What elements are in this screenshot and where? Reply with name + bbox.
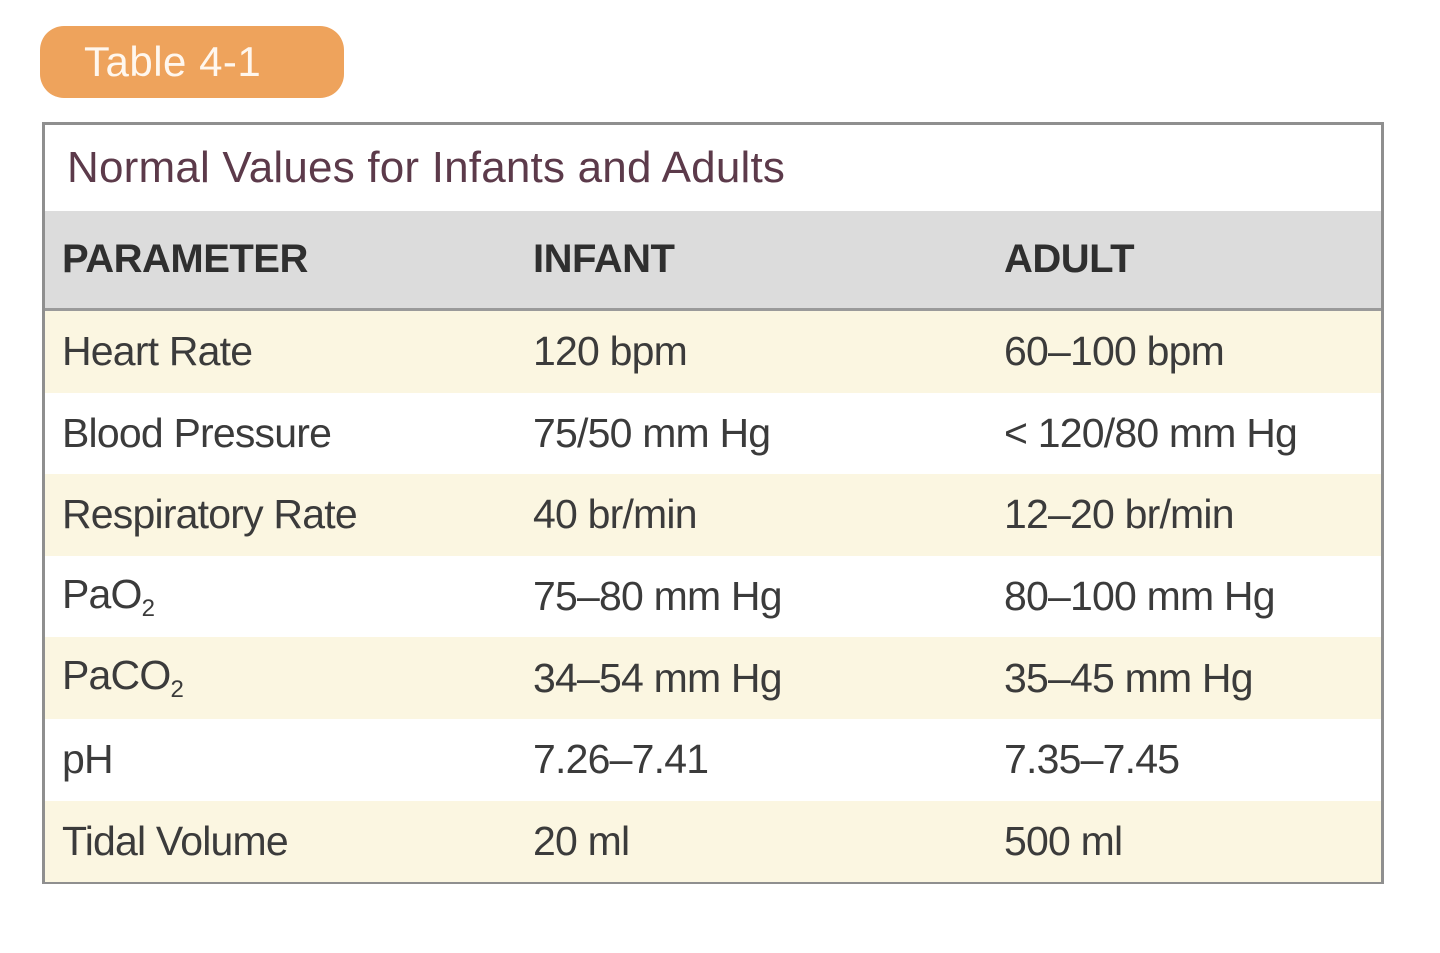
cell-parameter: Blood Pressure [62,409,332,456]
cell-parameter: Respiratory Rate [62,491,358,538]
cell-infant: 40 br/min [533,491,698,538]
cell-parameter: PaO2 [62,571,155,623]
cell-infant: 120 bpm [533,328,688,375]
cell-parameter-subscript: 2 [170,676,184,704]
cell-infant: 20 ml [533,817,630,864]
cell-adult: 80–100 mm Hg [1004,573,1276,620]
cell-parameter: Tidal Volume [62,817,289,864]
cell-infant: 7.26–7.41 [533,736,709,783]
cell-parameter-base: PaCO [62,652,171,699]
cell-parameter: PaCO2 [62,652,184,704]
cell-parameter: pH [62,736,114,783]
cell-infant: 34–54 mm Hg [533,654,783,701]
cell-parameter-base: PaO [62,570,142,617]
cell-adult: < 120/80 mm Hg [1004,409,1298,456]
cell-adult: 12–20 br/min [1004,491,1235,538]
header-infant: INFANT [533,237,675,281]
header-parameter: PARAMETER [62,237,308,281]
table-header-row: PARAMETER INFANT ADULT [45,211,1381,311]
table-row: pH 7.26–7.41 7.35–7.45 [45,718,1381,801]
cell-infant: 75/50 mm Hg [533,409,771,456]
values-table: Normal Values for Infants and Adults PAR… [42,122,1384,884]
table-caption-text: Normal Values for Infants and Adults [67,143,786,192]
cell-infant: 75–80 mm Hg [533,573,783,620]
table-row: PaO2 75–80 mm Hg 80–100 mm Hg [45,555,1381,638]
table-row: PaCO2 34–54 mm Hg 35–45 mm Hg [45,637,1381,719]
cell-adult: 60–100 bpm [1004,328,1225,375]
table-row: Tidal Volume 20 ml 500 ml [45,800,1381,883]
table-row: Respiratory Rate 40 br/min 12–20 br/min [45,474,1381,556]
cell-adult: 500 ml [1004,817,1123,864]
cell-parameter: Heart Rate [62,328,253,375]
cell-adult: 7.35–7.45 [1004,736,1180,783]
cell-adult: 35–45 mm Hg [1004,654,1254,701]
table-number-badge: Table 4-1 [40,26,344,98]
header-adult: ADULT [1004,237,1135,281]
table-number-label: Table 4-1 [84,38,262,85]
table-caption: Normal Values for Infants and Adults [45,125,1381,211]
table-row: Blood Pressure 75/50 mm Hg < 120/80 mm H… [45,392,1381,475]
cell-parameter-subscript: 2 [141,594,155,622]
table-row: Heart Rate 120 bpm 60–100 bpm [45,311,1381,393]
